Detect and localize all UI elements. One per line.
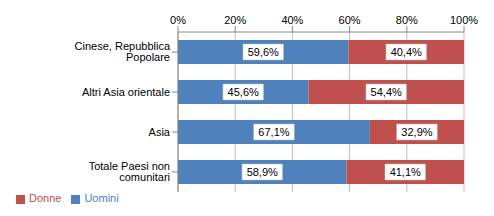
svg-text:Totale Paesi noncomunitari: Totale Paesi noncomunitari — [89, 160, 170, 183]
svg-text:54,4%: 54,4% — [371, 86, 402, 98]
svg-text:58,9%: 58,9% — [247, 166, 278, 178]
svg-text:Altri Asia orientale: Altri Asia orientale — [82, 86, 170, 98]
svg-text:45,6%: 45,6% — [228, 86, 259, 98]
svg-text:80%: 80% — [396, 14, 418, 26]
svg-text:59,6%: 59,6% — [248, 46, 279, 58]
svg-text:Cinese, RepubblicaPopolare: Cinese, RepubblicaPopolare — [75, 40, 171, 63]
svg-text:67,1%: 67,1% — [258, 126, 289, 138]
svg-text:0%: 0% — [170, 14, 186, 26]
html-text:Uomini: Uomini — [84, 192, 119, 204]
svg-text:100%: 100% — [450, 14, 478, 26]
svg-text:40%: 40% — [281, 14, 303, 26]
svg-text:Asia: Asia — [149, 126, 171, 138]
svg-text:32,9%: 32,9% — [401, 126, 432, 138]
svg-text:60%: 60% — [339, 14, 361, 26]
svg-text:41,1%: 41,1% — [390, 166, 421, 178]
svg-text:40,4%: 40,4% — [391, 46, 422, 58]
svg-text:20%: 20% — [224, 14, 246, 26]
html-text:Donne: Donne — [29, 192, 62, 204]
